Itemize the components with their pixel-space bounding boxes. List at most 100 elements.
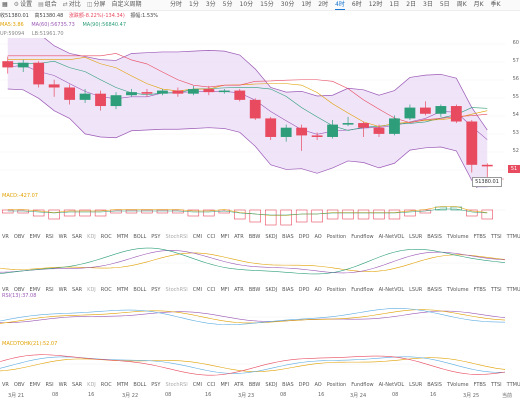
indicator-tab-21[interactable]: Position (326, 287, 347, 293)
indicator-tab-13[interactable]: CCI (207, 234, 216, 240)
indicator-tab-29[interactable]: TTMU (506, 234, 520, 240)
custom-period-button[interactable]: 自定义周期 (111, 1, 142, 8)
indicator-tab-21[interactable]: Position (326, 234, 347, 240)
split-screen-button[interactable]: ◫分屏 (86, 1, 106, 8)
indicator-tab-15[interactable]: ATR (234, 234, 244, 240)
indicator-tab-16[interactable]: BBW (248, 234, 261, 240)
candle-body[interactable] (311, 135, 323, 137)
indicator-tab-10[interactable]: PSY (151, 287, 161, 293)
indicator-tab-7[interactable]: ROC (100, 287, 112, 293)
indicator-tab-4[interactable]: WR (58, 234, 67, 240)
indicator-tab-1[interactable]: OBV (13, 382, 25, 388)
candle-body[interactable] (327, 124, 338, 137)
indicator-tab-8[interactable]: MTM (116, 382, 129, 388)
indicator-tab-14[interactable]: MFI (220, 287, 230, 293)
indicator-tab-2[interactable]: EMV (29, 382, 41, 388)
indicator-tab-27[interactable]: FTBS (473, 287, 486, 293)
candle-body[interactable] (79, 93, 91, 100)
timeframe-tab-4[interactable]: 10分 (239, 1, 254, 8)
indicator-tab-17[interactable]: SKDJ (265, 234, 278, 240)
indicator-tab-15[interactable]: ATR (234, 287, 244, 293)
indicator-tab-24[interactable]: LSUR (409, 382, 423, 388)
macd-panel[interactable] (0, 198, 520, 230)
timeframe-tab-9[interactable]: 4时 (335, 1, 345, 10)
indicator-tab-20[interactable]: AO (314, 382, 322, 388)
combo-button[interactable]: ▤组合 (38, 1, 57, 8)
candle-body[interactable] (157, 90, 168, 94)
indicator-tab-2[interactable]: EMV (29, 234, 41, 240)
indicator-tab-26[interactable]: TVolume (446, 234, 469, 240)
indicator-tab-22[interactable]: Fundflow (351, 382, 374, 388)
timeframe-tab-12[interactable]: 1日 (389, 1, 400, 8)
candle-body[interactable] (48, 84, 60, 88)
timeframe-tab-17[interactable]: 月K (473, 1, 484, 8)
compare-button[interactable]: ⇄对比 (62, 1, 81, 8)
indicator-tab-21[interactable]: Position (326, 382, 347, 388)
candle-body[interactable] (172, 90, 184, 94)
indicator-tab-8[interactable]: MTM (116, 287, 129, 293)
indicator-tab-11[interactable]: StochRSI (165, 234, 188, 240)
timeframe-tab-13[interactable]: 2日 (406, 1, 417, 8)
candle-body[interactable] (373, 127, 385, 134)
indicator-tab-14[interactable]: MFI (220, 234, 230, 240)
indicator-tab-28[interactable]: TTSI (490, 287, 502, 293)
indicator-tab-23[interactable]: AI-NetVOL (378, 287, 405, 293)
timeframe-tab-18[interactable]: 季K (490, 1, 501, 8)
indicator-tab-18[interactable]: BIAS (282, 382, 294, 388)
timeframe-tab-15[interactable]: 5日 (439, 1, 450, 8)
indicator-tab-29[interactable]: TTMU (506, 382, 520, 388)
indicator-tab-11[interactable]: StochRSI (165, 382, 188, 388)
indicator-tab-22[interactable]: Fundflow (351, 287, 374, 293)
indicator-tab-9[interactable]: BOLL (133, 234, 147, 240)
indicator-tab-1[interactable]: OBV (13, 287, 25, 293)
indicator-tab-20[interactable]: AO (314, 234, 322, 240)
indicator-tab-5[interactable]: SAR (72, 382, 83, 388)
indicator-tab-11[interactable]: StochRSI (165, 287, 188, 293)
indicator-tab-18[interactable]: BIAS (282, 287, 294, 293)
indicator-tab-4[interactable]: WR (58, 287, 67, 293)
indicator-tab-19[interactable]: DPO (298, 382, 310, 388)
candle-body[interactable] (64, 87, 76, 100)
timeframe-tab-2[interactable]: 3分 (205, 1, 216, 8)
indicator-tab-23[interactable]: AI-NetVOL (378, 234, 405, 240)
candle-body[interactable] (342, 123, 354, 125)
indicator-tab-1[interactable]: OBV (13, 234, 25, 240)
indicator-tab-16[interactable]: BBW (248, 287, 261, 293)
candle-body[interactable] (2, 61, 14, 68)
indicator-tab-15[interactable]: ATR (234, 382, 244, 388)
indicator-tab-8[interactable]: MTM (116, 234, 129, 240)
candle-body[interactable] (249, 99, 261, 119)
candle-body[interactable] (265, 118, 277, 137)
grid-icon[interactable]: ▦ (2, 1, 8, 8)
candle-body[interactable] (389, 118, 400, 134)
indicator-tab-0[interactable]: VR (2, 234, 9, 240)
candle-body[interactable] (95, 93, 106, 107)
indicator-tab-19[interactable]: DPO (298, 287, 310, 293)
indicator-tab-12[interactable]: CMI (192, 287, 202, 293)
indicator-tab-13[interactable]: CCI (207, 382, 216, 388)
candle-body[interactable] (218, 90, 230, 93)
indicator-tab-23[interactable]: AI-NetVOL (378, 382, 405, 388)
indicator-tab-20[interactable]: AO (314, 287, 322, 293)
indicator-tab-17[interactable]: SKDJ (265, 382, 278, 388)
indicator-tab-26[interactable]: TVolume (446, 287, 469, 293)
candle-body[interactable] (280, 127, 292, 137)
candle-body[interactable] (203, 89, 215, 93)
candlestick-chart[interactable] (0, 38, 520, 188)
candle-body[interactable] (435, 106, 447, 114)
indicator-tab-3[interactable]: RSI (45, 287, 54, 293)
indicator-tab-0[interactable]: VR (2, 382, 9, 388)
indicator-tab-2[interactable]: EMV (29, 287, 41, 293)
timeframe-tab-8[interactable]: 2时 (318, 1, 329, 8)
indicator-tab-6[interactable]: KDJ (87, 287, 96, 293)
rsi-panel[interactable] (0, 299, 520, 335)
indicator-tab-25[interactable]: BASIS (427, 287, 442, 293)
candle-body[interactable] (419, 107, 431, 114)
indicator-tab-29[interactable]: TTMU (506, 287, 520, 293)
candle-body[interactable] (358, 123, 369, 128)
indicator-tab-27[interactable]: FTBS (473, 234, 486, 240)
indicator-tab-16[interactable]: BBW (248, 382, 261, 388)
indicator-tab-27[interactable]: FTBS (473, 382, 486, 388)
candle-body[interactable] (126, 92, 137, 96)
indicator-tab-28[interactable]: TTSI (490, 234, 502, 240)
